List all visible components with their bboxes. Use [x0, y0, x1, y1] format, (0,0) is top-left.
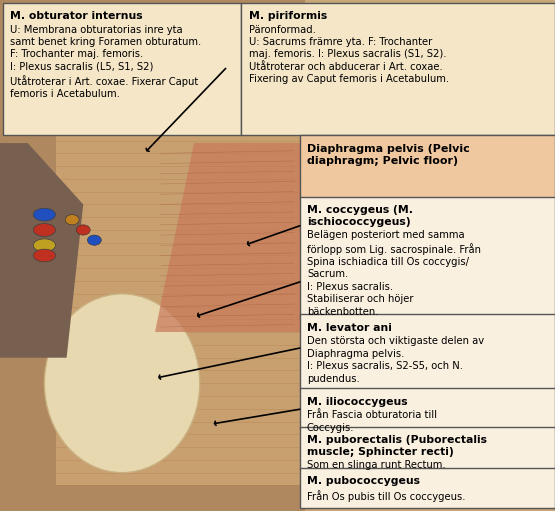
Text: Den största och viktigaste delen av
Diaphragma pelvis.
I: Plexus sacralis, S2-S5: Den största och viktigaste delen av Diap… [307, 336, 484, 384]
FancyBboxPatch shape [241, 3, 555, 135]
Ellipse shape [44, 294, 200, 473]
FancyBboxPatch shape [300, 197, 555, 317]
Polygon shape [155, 143, 300, 332]
Text: Belägen posteriort med samma
förlopp som Lig. sacrospinale. Från
Spina ischiadic: Belägen posteriort med samma förlopp som… [307, 229, 481, 316]
Text: Diaphragma pelvis (Pelvic
diaphragm; Pelvic floor): Diaphragma pelvis (Pelvic diaphragm; Pel… [307, 144, 470, 166]
Polygon shape [0, 0, 305, 511]
Polygon shape [56, 133, 305, 485]
FancyBboxPatch shape [300, 468, 555, 508]
Text: U: Membrana obturatorias inre yta
samt benet kring Foramen obturatum.
F: Trochan: U: Membrana obturatorias inre yta samt b… [10, 25, 201, 99]
FancyBboxPatch shape [300, 388, 555, 429]
Text: Från Os pubis till Os coccygeus.: Från Os pubis till Os coccygeus. [307, 490, 466, 502]
Text: M. pubococcygeus: M. pubococcygeus [307, 476, 420, 486]
Ellipse shape [65, 215, 79, 225]
Ellipse shape [77, 225, 90, 235]
Ellipse shape [33, 224, 56, 236]
Polygon shape [0, 143, 83, 358]
Text: Från Fascia obturatoria till
Coccygis.: Från Fascia obturatoria till Coccygis. [307, 410, 437, 433]
FancyBboxPatch shape [300, 427, 555, 470]
Text: M. coccygeus (M.
ischiococcygeus): M. coccygeus (M. ischiococcygeus) [307, 205, 413, 227]
Text: M. obturator internus: M. obturator internus [10, 11, 143, 21]
Text: M. puborectalis (Puborectalis
muscle; Sphincter recti): M. puborectalis (Puborectalis muscle; Sp… [307, 435, 487, 457]
Text: Som en slinga runt Rectum.: Som en slinga runt Rectum. [307, 459, 446, 470]
Text: Päronformad.
U: Sacrums främre yta. F: Trochanter
maj. femoris. I: Plexus sacral: Päronformad. U: Sacrums främre yta. F: T… [249, 25, 449, 84]
Ellipse shape [88, 235, 102, 245]
Text: M. piriformis: M. piriformis [249, 11, 327, 21]
FancyBboxPatch shape [300, 135, 555, 199]
Ellipse shape [33, 208, 56, 221]
Text: M. levator ani: M. levator ani [307, 323, 392, 333]
FancyBboxPatch shape [3, 3, 241, 135]
Ellipse shape [33, 239, 56, 251]
Ellipse shape [33, 249, 56, 262]
FancyBboxPatch shape [300, 314, 555, 391]
Text: M. iliococcygeus: M. iliococcygeus [307, 397, 407, 407]
